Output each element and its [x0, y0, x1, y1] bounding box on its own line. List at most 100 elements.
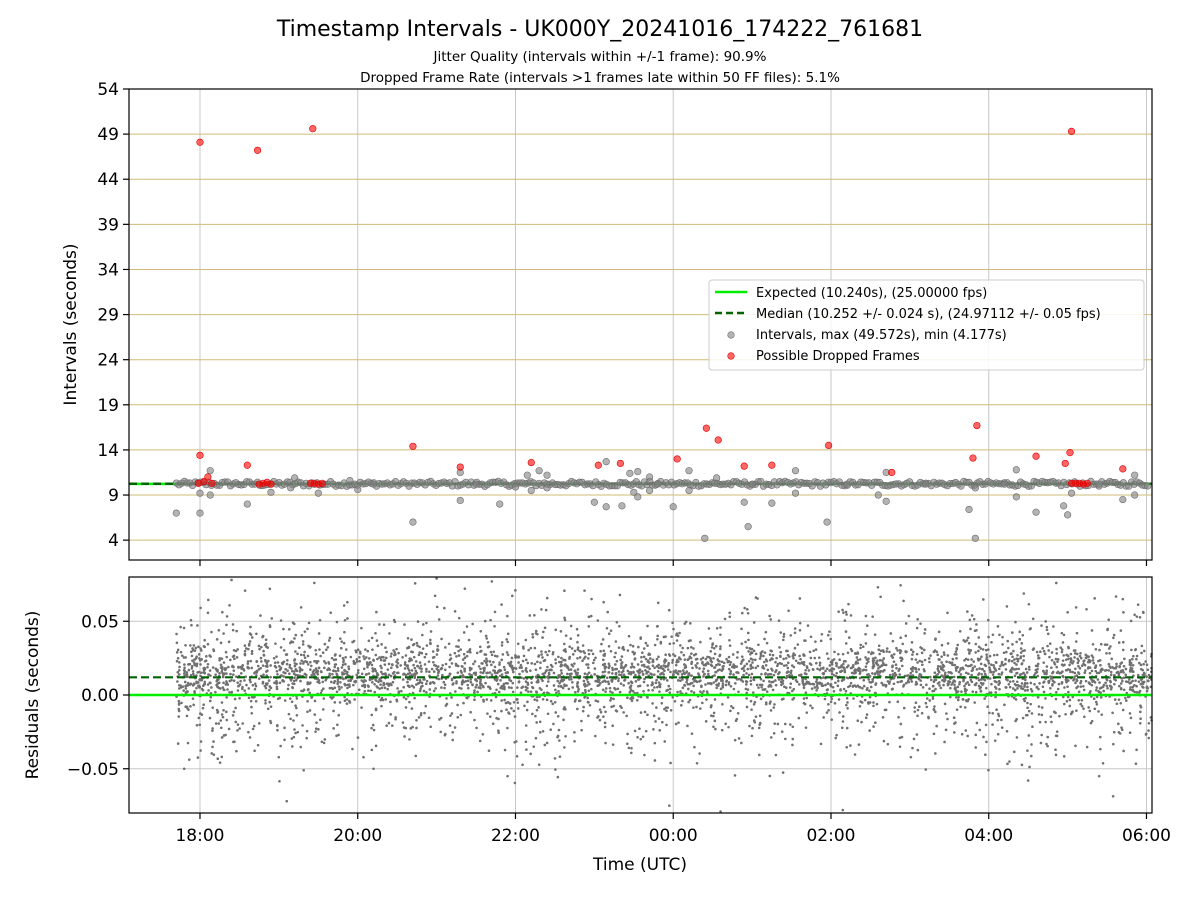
residual-point: [633, 658, 637, 661]
residual-point: [292, 622, 296, 626]
residual-point: [316, 672, 320, 676]
residual-point: [291, 685, 294, 689]
dropped-frame-point: [740, 462, 748, 470]
residual-point: [508, 678, 511, 682]
residual-point: [821, 672, 825, 675]
residual-point: [573, 662, 576, 665]
residual-point: [530, 662, 534, 665]
residual-point: [334, 658, 338, 661]
residual-point: [195, 723, 199, 727]
residual-point: [466, 683, 470, 687]
residual-point: [809, 704, 812, 707]
residual-point: [992, 666, 996, 669]
residual-point: [830, 672, 834, 676]
residual-point: [815, 684, 819, 688]
residual-point: [1124, 680, 1128, 683]
residual-point: [668, 687, 672, 691]
residual-point: [563, 746, 566, 749]
residual-point: [840, 664, 843, 667]
residual-point: [747, 638, 750, 642]
residual-point: [457, 616, 461, 620]
residual-point: [814, 648, 818, 651]
residual-point: [1110, 657, 1114, 661]
residual-point: [593, 673, 596, 676]
residual-point: [670, 635, 673, 638]
residual-point: [558, 755, 562, 758]
residual-point: [429, 725, 432, 729]
residual-point: [554, 768, 557, 771]
residual-point: [951, 663, 954, 667]
residual-point: [320, 689, 324, 692]
residual-point: [743, 664, 746, 668]
residual-point: [594, 679, 597, 683]
residual-point: [428, 670, 431, 673]
residual-point: [436, 644, 440, 648]
residual-point: [679, 690, 682, 693]
residual-point: [750, 647, 754, 651]
residual-point: [247, 730, 250, 734]
residual-point: [609, 696, 613, 700]
residual-point: [876, 663, 880, 667]
residual-point: [392, 649, 395, 652]
residual-point: [387, 721, 391, 725]
residual-point: [968, 618, 972, 622]
residual-point: [264, 638, 268, 642]
residual-point: [1095, 688, 1098, 692]
residual-point: [346, 686, 349, 690]
residual-point: [1086, 660, 1090, 664]
residual-point: [605, 676, 609, 680]
residual-point: [746, 688, 750, 691]
residual-point: [845, 696, 849, 700]
residual-point: [557, 689, 560, 693]
intervals-ytick-label: 14: [97, 441, 119, 461]
residual-point: [1075, 652, 1079, 656]
residual-point: [328, 636, 332, 640]
residual-point: [456, 671, 460, 674]
residual-point: [287, 683, 290, 687]
residual-point: [780, 680, 783, 684]
residual-point: [247, 644, 251, 647]
residual-point: [994, 695, 997, 699]
residual-point: [406, 664, 409, 668]
residual-point: [576, 656, 579, 660]
residual-point: [822, 716, 825, 719]
residual-point: [793, 631, 797, 635]
residual-point: [749, 664, 753, 668]
residual-point: [545, 741, 549, 745]
residuals-xtick-label: 20:00: [333, 826, 382, 846]
residual-point: [194, 646, 198, 650]
residual-point: [380, 643, 383, 646]
residual-point: [410, 669, 414, 672]
residual-point: [449, 653, 452, 657]
residual-point: [587, 652, 591, 656]
residual-point: [232, 679, 236, 683]
residual-point: [281, 679, 284, 682]
residual-point: [924, 768, 928, 771]
residual-point: [228, 691, 231, 694]
residual-point: [974, 733, 978, 737]
residual-point: [879, 649, 883, 653]
residual-point: [872, 725, 875, 728]
residual-point: [581, 659, 584, 663]
residual-point: [250, 649, 254, 653]
residual-point: [667, 804, 671, 807]
residual-point: [199, 647, 202, 650]
residual-point: [664, 706, 668, 709]
residual-point: [877, 670, 881, 674]
residual-point: [212, 740, 215, 743]
residual-point: [1085, 607, 1088, 611]
residual-point: [892, 660, 896, 663]
residual-point: [651, 682, 654, 686]
residual-point: [354, 650, 358, 654]
residual-point: [916, 661, 919, 664]
residual-point: [582, 657, 586, 660]
residual-point: [1005, 650, 1008, 654]
residual-point: [202, 668, 206, 672]
residual-point: [955, 647, 959, 651]
residual-point: [406, 636, 410, 640]
residual-point: [943, 653, 946, 657]
residual-point: [335, 734, 338, 738]
residual-point: [666, 668, 670, 671]
residual-point: [1061, 695, 1065, 699]
residual-point: [589, 674, 593, 677]
